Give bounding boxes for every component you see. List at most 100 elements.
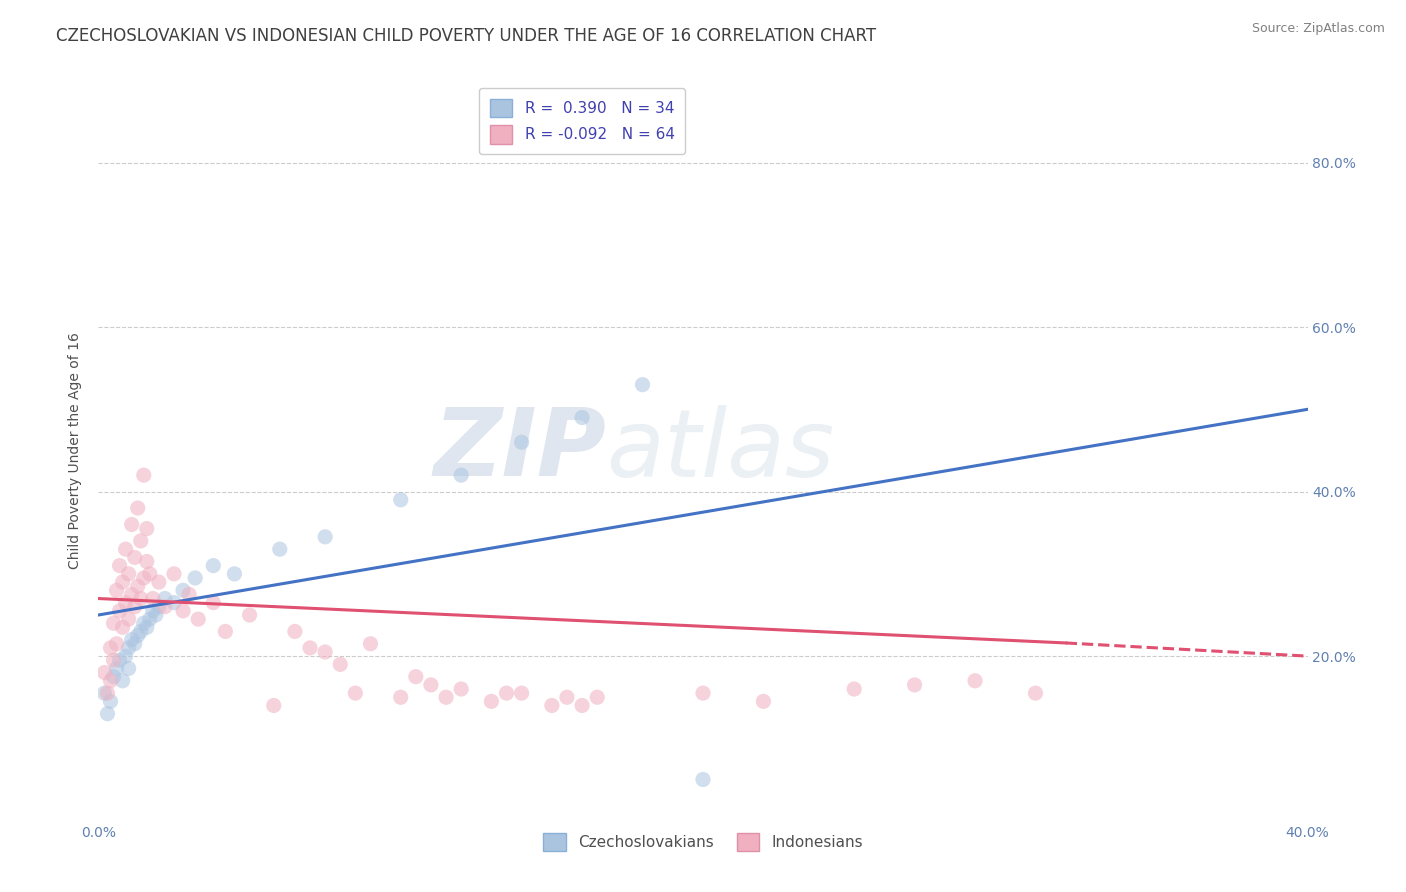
- Point: [135, 620, 157, 634]
- Text: CZECHOSLOVAKIAN VS INDONESIAN CHILD POVERTY UNDER THE AGE OF 16 CORRELATION CHAR: CZECHOSLOVAKIAN VS INDONESIAN CHILD POVE…: [56, 27, 876, 45]
- Point: [299, 640, 322, 655]
- Point: [132, 616, 155, 631]
- Point: [118, 661, 141, 675]
- Point: [114, 596, 136, 610]
- Point: [93, 665, 115, 680]
- Point: [314, 645, 336, 659]
- Point: [111, 620, 134, 634]
- Point: [118, 640, 141, 655]
- Point: [124, 550, 146, 565]
- Point: [103, 653, 125, 667]
- Point: [142, 591, 165, 606]
- Point: [752, 694, 775, 708]
- Point: [153, 591, 176, 606]
- Point: [148, 575, 170, 590]
- Point: [142, 604, 165, 618]
- Point: [121, 587, 143, 601]
- Point: [434, 690, 457, 705]
- Point: [111, 575, 134, 590]
- Point: [135, 522, 157, 536]
- Point: [121, 632, 143, 647]
- Text: ZIP: ZIP: [433, 404, 606, 497]
- Point: [103, 670, 125, 684]
- Point: [111, 673, 134, 688]
- Point: [139, 566, 162, 581]
- Point: [124, 599, 146, 614]
- Point: [96, 686, 118, 700]
- Point: [127, 579, 149, 593]
- Point: [360, 637, 382, 651]
- Point: [172, 604, 194, 618]
- Point: [127, 501, 149, 516]
- Point: [139, 612, 162, 626]
- Point: [904, 678, 927, 692]
- Text: Source: ZipAtlas.com: Source: ZipAtlas.com: [1251, 22, 1385, 36]
- Point: [389, 492, 412, 507]
- Point: [105, 637, 128, 651]
- Point: [121, 517, 143, 532]
- Point: [114, 649, 136, 664]
- Point: [420, 678, 443, 692]
- Legend: Czechoslovakians, Indonesians: Czechoslovakians, Indonesians: [537, 827, 869, 857]
- Point: [510, 435, 533, 450]
- Point: [100, 640, 122, 655]
- Point: [239, 607, 262, 622]
- Point: [103, 616, 125, 631]
- Point: [571, 698, 593, 713]
- Point: [100, 694, 122, 708]
- Point: [202, 596, 225, 610]
- Point: [344, 686, 367, 700]
- Point: [163, 566, 186, 581]
- Y-axis label: Child Poverty Under the Age of 16: Child Poverty Under the Age of 16: [69, 332, 83, 569]
- Point: [129, 533, 152, 548]
- Point: [132, 468, 155, 483]
- Point: [692, 686, 714, 700]
- Point: [329, 657, 352, 672]
- Point: [118, 612, 141, 626]
- Text: atlas: atlas: [606, 405, 835, 496]
- Point: [105, 583, 128, 598]
- Point: [284, 624, 307, 639]
- Point: [224, 566, 246, 581]
- Point: [118, 566, 141, 581]
- Point: [540, 698, 562, 713]
- Point: [108, 653, 131, 667]
- Point: [844, 681, 866, 696]
- Point: [314, 530, 336, 544]
- Point: [96, 706, 118, 721]
- Point: [184, 571, 207, 585]
- Point: [100, 673, 122, 688]
- Point: [389, 690, 412, 705]
- Point: [148, 599, 170, 614]
- Point: [129, 624, 152, 639]
- Point: [450, 468, 472, 483]
- Point: [692, 772, 714, 787]
- Point: [187, 612, 209, 626]
- Point: [153, 599, 176, 614]
- Point: [631, 377, 654, 392]
- Point: [135, 554, 157, 569]
- Point: [555, 690, 578, 705]
- Point: [132, 571, 155, 585]
- Point: [405, 670, 427, 684]
- Point: [105, 661, 128, 675]
- Point: [263, 698, 285, 713]
- Point: [108, 604, 131, 618]
- Point: [571, 410, 593, 425]
- Point: [510, 686, 533, 700]
- Point: [269, 542, 291, 557]
- Point: [1024, 686, 1046, 700]
- Point: [127, 628, 149, 642]
- Point: [93, 686, 115, 700]
- Point: [214, 624, 236, 639]
- Point: [586, 690, 609, 705]
- Point: [145, 607, 167, 622]
- Point: [129, 591, 152, 606]
- Point: [450, 681, 472, 696]
- Point: [124, 637, 146, 651]
- Point: [172, 583, 194, 598]
- Point: [179, 587, 201, 601]
- Point: [965, 673, 987, 688]
- Point: [481, 694, 503, 708]
- Point: [163, 596, 186, 610]
